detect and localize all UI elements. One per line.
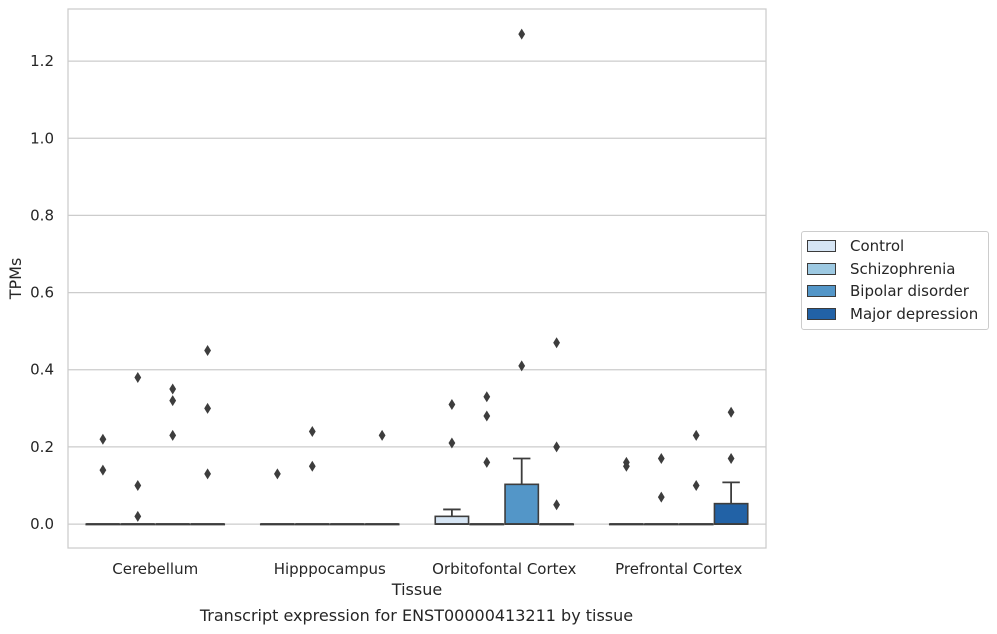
outlier-point xyxy=(378,429,386,441)
legend-item: Major depression xyxy=(802,303,988,326)
x-tick-label: Prefrontal Cortex xyxy=(615,560,742,578)
y-tick-label: 0.4 xyxy=(30,361,54,379)
outlier-point xyxy=(518,360,526,372)
x-tick-labels: Cerebellum Hipppocampus Orbitofontal Corte… xyxy=(112,560,742,578)
outlier-point xyxy=(204,402,211,414)
outlier-point xyxy=(448,398,456,410)
outlier-point xyxy=(657,452,665,464)
x-axis-label: Tissue xyxy=(391,580,442,599)
outlier-point xyxy=(204,468,211,480)
outlier-point xyxy=(727,406,735,418)
y-tick-label: 0.0 xyxy=(30,515,54,533)
outlier-point xyxy=(483,456,491,468)
legend-item: Bipolar disorder xyxy=(802,280,988,303)
outlier-point xyxy=(553,337,560,349)
outlier-point xyxy=(657,491,665,503)
y-tick-labels: 0.0 0.2 0.4 0.6 0.8 1.0 1.2 xyxy=(30,52,54,533)
legend-swatch xyxy=(807,240,836,253)
y-tick-label: 1.2 xyxy=(30,52,54,70)
outlier-point xyxy=(553,499,560,511)
legend-swatch xyxy=(807,262,836,275)
outlier-point xyxy=(448,437,456,449)
box xyxy=(713,502,749,525)
outlier-point xyxy=(483,410,491,422)
legend-label: Bipolar disorder xyxy=(850,282,969,301)
x-tick-label: Hipppocampus xyxy=(274,560,386,578)
outlier-point xyxy=(692,479,700,491)
box xyxy=(434,515,470,525)
outlier-point xyxy=(483,391,491,403)
legend-swatch xyxy=(807,307,836,320)
outlier-point xyxy=(169,429,177,441)
legend-swatch xyxy=(807,285,836,298)
outlier-point xyxy=(169,383,177,395)
legend-item: Schizophrenia xyxy=(802,258,988,281)
outlier-point xyxy=(99,433,107,445)
outlier-point xyxy=(134,371,142,383)
outlier-point xyxy=(308,460,316,472)
legend-label: Major depression xyxy=(850,304,979,323)
y-tick-label: 0.6 xyxy=(30,284,54,302)
outlier-point xyxy=(99,464,107,476)
outlier-point xyxy=(308,425,316,437)
x-tick-label: Cerebellum xyxy=(112,560,198,578)
outlier-point xyxy=(274,468,281,480)
outliers xyxy=(99,28,735,522)
legend: Control Schizophrenia Bipolar disorder Majo… xyxy=(801,231,989,330)
plot-frame xyxy=(67,8,767,549)
y-tick-label: 0.8 xyxy=(30,206,54,224)
outlier-point xyxy=(518,28,526,40)
outlier-point xyxy=(169,395,177,407)
legend-label: Control xyxy=(850,237,905,256)
outlier-point xyxy=(134,479,142,491)
boxes xyxy=(85,457,749,526)
outlier-point xyxy=(692,429,700,441)
chart-title: Transcript expression for ENST0000041321… xyxy=(199,606,634,625)
outlier-point xyxy=(134,510,142,522)
legend-label: Schizophrenia xyxy=(850,259,956,278)
gridlines xyxy=(68,60,766,525)
box xyxy=(504,483,540,525)
outlier-point xyxy=(553,441,560,453)
outlier-point xyxy=(623,460,630,472)
outlier-point xyxy=(727,452,735,464)
outlier-point xyxy=(204,344,211,356)
y-tick-label: 1.0 xyxy=(30,129,54,147)
y-tick-label: 0.2 xyxy=(30,438,54,456)
y-axis-label: TPMs xyxy=(6,258,25,301)
legend-item: Control xyxy=(802,235,988,258)
x-tick-label: Orbitofontal Cortex xyxy=(432,560,576,578)
